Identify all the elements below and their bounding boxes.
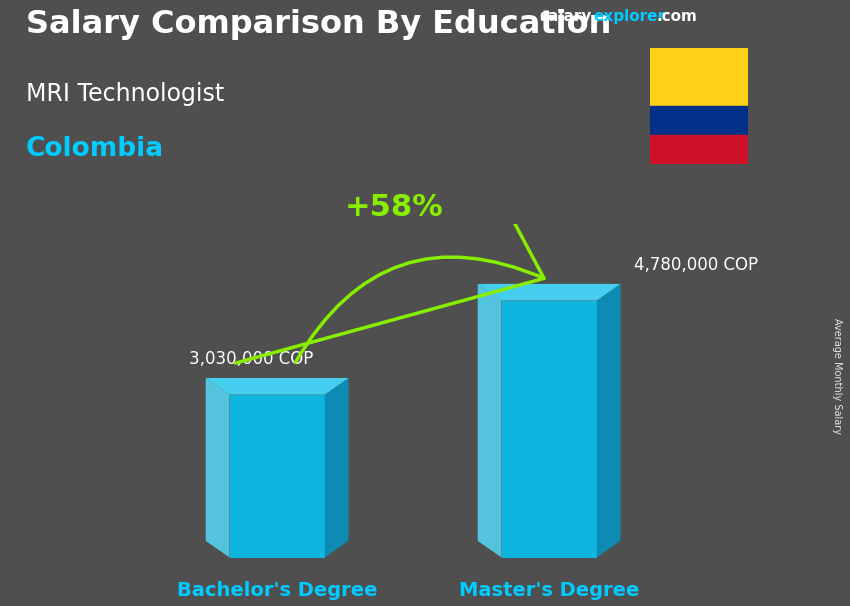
Text: Salary Comparison By Education: Salary Comparison By Education: [26, 9, 611, 40]
Bar: [650, 106, 748, 135]
Polygon shape: [230, 395, 325, 558]
Text: Master's Degree: Master's Degree: [459, 581, 639, 600]
Polygon shape: [478, 284, 502, 558]
Polygon shape: [206, 378, 348, 395]
Polygon shape: [597, 284, 620, 558]
Polygon shape: [502, 301, 597, 558]
Text: Bachelor's Degree: Bachelor's Degree: [177, 581, 377, 600]
Text: .com: .com: [656, 9, 697, 24]
Text: 3,030,000 COP: 3,030,000 COP: [189, 350, 313, 368]
Text: salary: salary: [540, 9, 592, 24]
Text: 4,780,000 COP: 4,780,000 COP: [634, 256, 758, 274]
Text: MRI Technologist: MRI Technologist: [26, 82, 224, 106]
Bar: [650, 135, 748, 164]
Polygon shape: [478, 284, 620, 301]
FancyArrowPatch shape: [235, 0, 544, 363]
Bar: [650, 48, 748, 106]
Text: Colombia: Colombia: [26, 136, 163, 162]
Polygon shape: [206, 378, 230, 558]
Text: explorer: explorer: [593, 9, 666, 24]
Polygon shape: [325, 378, 348, 558]
Text: Average Monthly Salary: Average Monthly Salary: [832, 318, 842, 434]
Text: +58%: +58%: [345, 193, 444, 222]
